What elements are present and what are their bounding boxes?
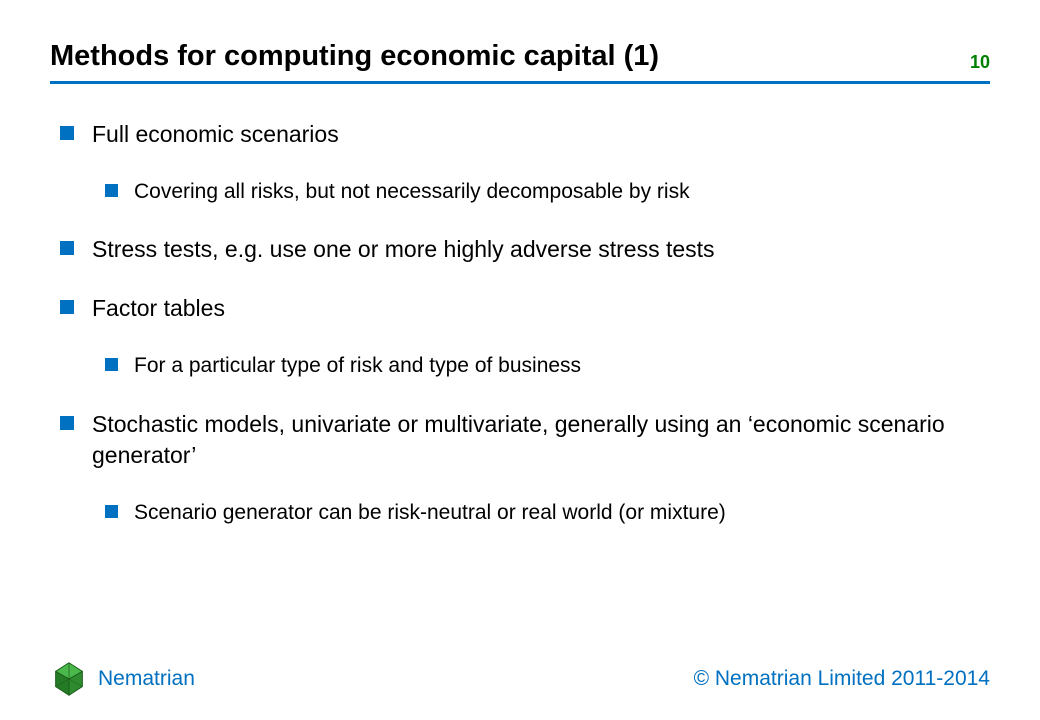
bullet-icon (105, 184, 118, 197)
copyright-text: © Nematrian Limited 2011-2014 (694, 667, 990, 691)
content-area: Full economic scenarios Covering all ris… (50, 119, 990, 527)
list-item: Full economic scenarios (60, 119, 990, 150)
list-item-text: Stochastic models, univariate or multiva… (92, 409, 990, 471)
list-item: Scenario generator can be risk-neutral o… (105, 499, 990, 527)
brand-name: Nematrian (98, 667, 195, 691)
list-item-text: For a particular type of risk and type o… (134, 352, 581, 380)
list-item-text: Stress tests, e.g. use one or more highl… (92, 234, 715, 265)
bullet-icon (105, 358, 118, 371)
slide-header: Methods for computing economic capital (… (50, 40, 990, 84)
footer-left: Nematrian (50, 660, 195, 698)
bullet-icon (60, 416, 74, 430)
list-item: Stress tests, e.g. use one or more highl… (60, 234, 990, 265)
bullet-icon (60, 300, 74, 314)
list-item: Stochastic models, univariate or multiva… (60, 409, 990, 471)
list-item-text: Scenario generator can be risk-neutral o… (134, 499, 726, 527)
list-item: For a particular type of risk and type o… (105, 352, 990, 380)
page-number: 10 (970, 52, 990, 73)
brand-logo-icon (50, 660, 88, 698)
slide-title: Methods for computing economic capital (… (50, 40, 659, 73)
list-item: Covering all risks, but not necessarily … (105, 178, 990, 206)
list-item-text: Covering all risks, but not necessarily … (134, 178, 690, 206)
slide-footer: Nematrian © Nematrian Limited 2011-2014 (50, 660, 990, 698)
bullet-icon (60, 241, 74, 255)
list-item: Factor tables (60, 293, 990, 324)
list-item-text: Factor tables (92, 293, 225, 324)
bullet-icon (105, 505, 118, 518)
bullet-icon (60, 126, 74, 140)
list-item-text: Full economic scenarios (92, 119, 339, 150)
slide-container: Methods for computing economic capital (… (0, 0, 1040, 720)
